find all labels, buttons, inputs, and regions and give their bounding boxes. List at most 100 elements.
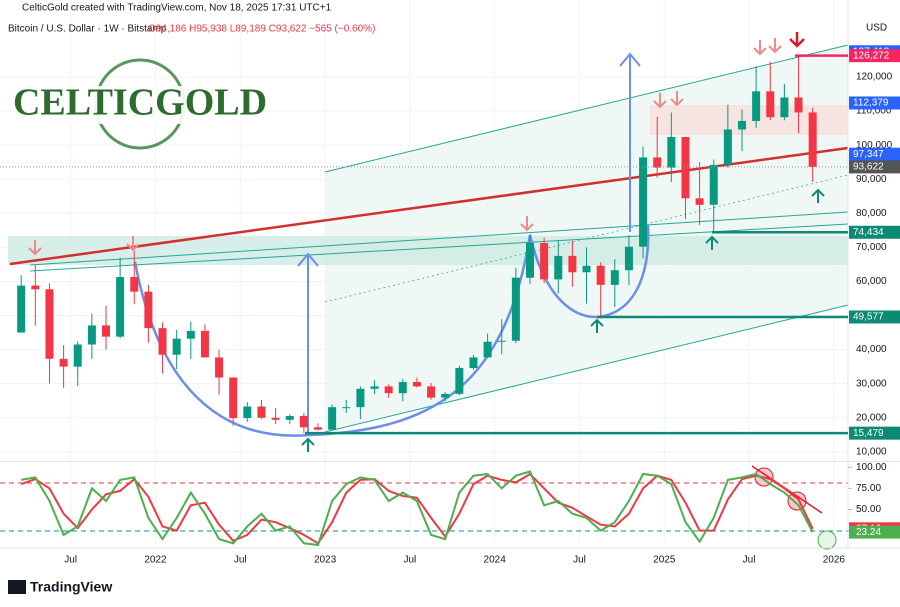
candle-body [427,386,436,398]
brand-icon [8,580,26,594]
candle-body [328,407,337,430]
y-tick-label: 70,000 [856,242,887,253]
symbol: Bitcoin / U.S. Dollar · 1W · Bitstamp [8,24,167,35]
candle-body [370,386,379,389]
trend-line [29,211,849,266]
channel-upper [324,44,849,173]
osc-line [21,470,814,547]
osc-value-box [849,525,900,539]
candle-body [87,325,96,345]
candle-body [59,358,68,367]
candle-body [356,388,365,408]
price-label: 93,622 [853,162,884,173]
candle-body [45,289,54,359]
candle-body [596,265,605,285]
candle-body [398,381,407,394]
candle-body [667,136,676,168]
candle-body [738,120,746,130]
logo-text: CELTICGOLD [13,82,267,124]
y-tick-label: 60,000 [856,276,887,287]
candle-body [752,91,761,121]
candle-body [229,377,238,419]
candle-body [766,91,775,118]
price-label-box [849,310,900,324]
y-tick-label: 90,000 [856,174,887,185]
y-tick-label: 20,000 [856,412,887,423]
candle-body [31,285,40,290]
candle-body [314,427,322,430]
candle-body [540,242,549,280]
candle-body [243,406,252,419]
candle-body [709,164,718,205]
ohlc: O94,186 H95,938 L89,189 C93,622 −565 (−0… [148,24,375,35]
candle-body [695,198,704,205]
candle-body [653,157,662,168]
x-tick-label: Jul [234,555,247,566]
measure-arrow [297,252,319,435]
x-tick-label: 2026 [823,555,846,566]
currency: USD [866,23,887,34]
signal-circle [817,530,837,550]
y-tick-label: 100,000 [856,140,893,151]
x-tick-label: Jul [64,555,77,566]
price-label: 126,272 [853,50,890,61]
candle-body [130,277,139,292]
price-label-box [849,426,900,440]
price-label-box [849,225,900,239]
candle-body [511,277,520,341]
down-arrow [789,32,805,48]
candle-body [723,129,732,165]
overlays [0,0,900,550]
candle-body [469,357,478,369]
candle-body [384,386,393,394]
candle-body [215,357,224,378]
osc-tick-label: 75.00 [856,483,881,494]
x-tick-label: 2023 [314,555,337,566]
candle-body [200,330,209,358]
trend-line [29,223,849,272]
y-tick-label: 120,000 [856,72,893,83]
candle-body [624,246,633,271]
price-label-box [849,160,900,174]
candle-body [681,136,690,199]
price-label: 97,347 [853,149,884,160]
candle-body [497,340,506,342]
candle-body [526,242,534,278]
price-label: 112,379 [853,98,889,109]
candle-body [299,416,308,428]
osc-tick-label: 50.00 [856,504,881,515]
y-tick-label: 110,000 [856,106,892,117]
candle-body [412,381,421,387]
candle-body [17,285,26,333]
candle-body [568,255,577,273]
candle-body [73,344,82,367]
osc-line [20,472,814,545]
candle-body [794,97,803,113]
logo: CELTICGOLD [13,58,267,150]
x-tick-label: Jul [573,555,586,566]
x-tick-label: 2024 [484,555,507,566]
candle-body [582,265,591,273]
candle-body [610,270,619,285]
osc-value-label: 23.24 [856,527,881,538]
cup-arc [133,234,532,437]
down-arrows [28,38,782,256]
price-label: 74,434 [853,227,884,238]
candle-body [780,97,789,118]
credit: CelticGold created with TradingView.com,… [22,3,332,14]
candle-body [285,416,294,420]
price-label-box [849,96,900,110]
price-label-box [849,49,900,63]
candle-body [441,393,450,398]
x-tick-label: Jul [743,555,756,566]
x-tick-label: 2022 [144,555,167,566]
price-label: 15,479 [853,428,884,439]
x-tick-label: 2025 [653,555,676,566]
up-arrows [301,188,825,452]
x-tick-label: Jul [403,555,416,566]
candle-body [257,406,266,418]
y-tick-label: 30,000 [856,378,887,389]
measure-arrow [619,52,641,232]
price-label-box [849,147,900,161]
